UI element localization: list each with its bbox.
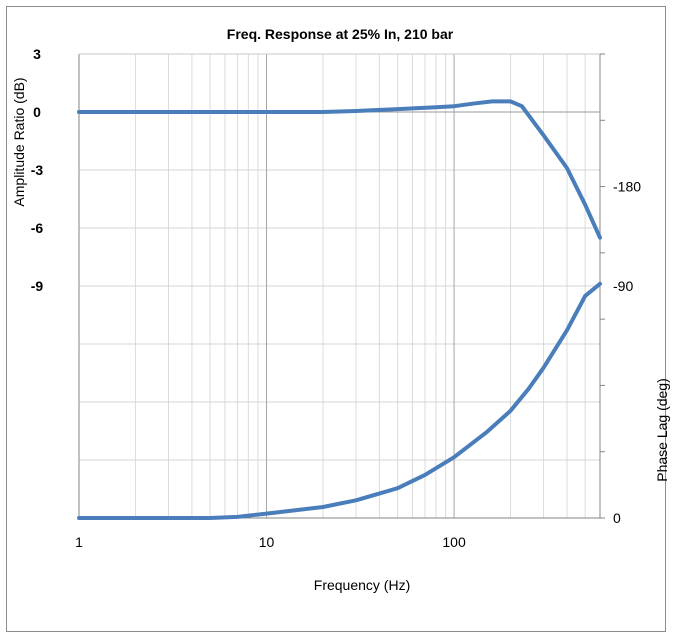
left-y-tick-label: -9 (31, 278, 44, 294)
left-y-axis-label: Amplitude Ratio (dB) (11, 77, 27, 206)
series (77, 99, 602, 520)
phase-series-line (77, 281, 602, 520)
x-axis-label: Frequency (Hz) (314, 577, 410, 593)
right-y-tick-label: -90 (613, 278, 633, 294)
right-y-tick-label: -180 (613, 179, 641, 195)
left-y-tick-label: 3 (33, 46, 41, 62)
grid (79, 54, 601, 518)
amplitude-series-line (77, 99, 602, 240)
left-y-tick-label: -6 (31, 220, 44, 236)
tick-labels: 3 0 -3 -6 -9 -180 -90 0 1 10 100 (31, 46, 641, 550)
left-y-tick-label: -3 (31, 162, 44, 178)
chart-title: Freq. Response at 25% In, 210 bar (227, 26, 454, 42)
x-tick-label: 1 (75, 534, 83, 550)
left-y-tick-label: 0 (33, 104, 41, 120)
x-tick-label: 10 (259, 534, 275, 550)
right-y-tick-label: 0 (613, 510, 621, 526)
x-tick-label: 100 (442, 534, 466, 550)
right-y-axis-label: Phase Lag (deg) (654, 378, 670, 482)
